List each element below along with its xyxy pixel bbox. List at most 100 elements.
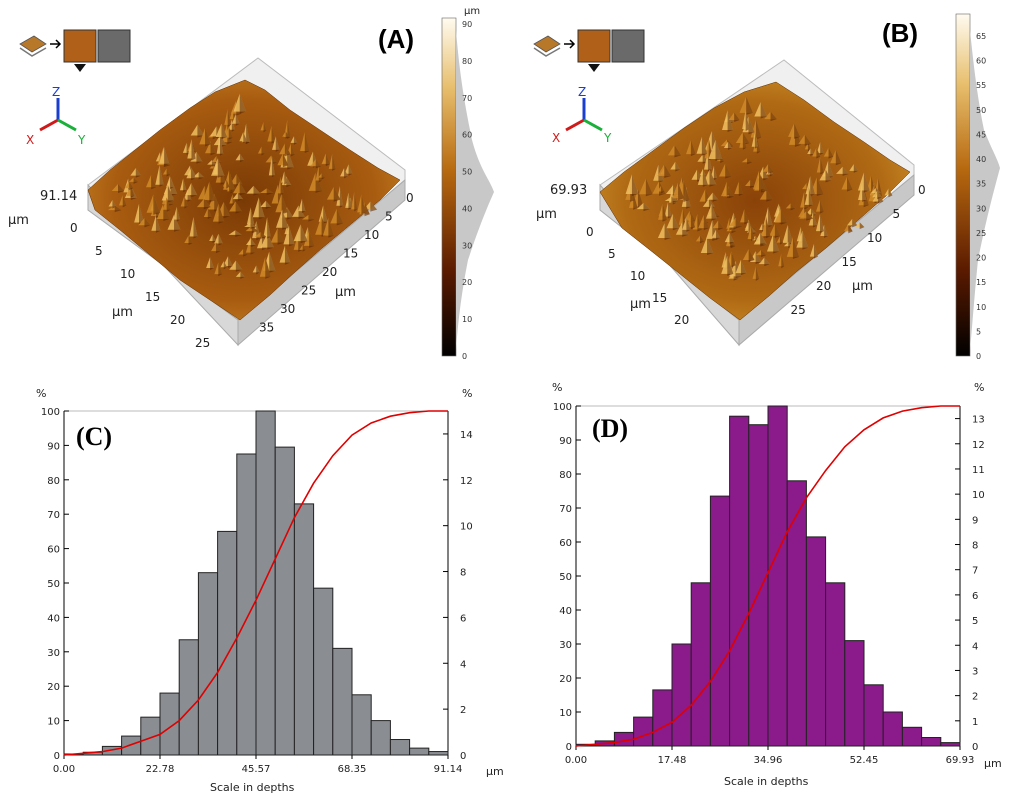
surface-peak-shade bbox=[725, 163, 732, 179]
view-thumbnails[interactable] bbox=[533, 29, 645, 72]
surface-peak-shade bbox=[285, 131, 290, 139]
surface-peak-shade bbox=[267, 217, 271, 239]
surface-peak-shade bbox=[210, 257, 215, 271]
axis-tick-label: 15 bbox=[145, 290, 160, 304]
axis-x-label: X bbox=[26, 133, 34, 147]
chart-c-left-unit: % bbox=[36, 387, 46, 400]
surface-peak-shade bbox=[138, 203, 144, 225]
right-tick-label: 11 bbox=[972, 465, 985, 476]
surface-peak-shade bbox=[290, 143, 295, 157]
panel-a-label: (A) bbox=[378, 24, 414, 54]
colorbar-tick-label: 25 bbox=[976, 229, 986, 238]
surface-peak-shade bbox=[236, 174, 243, 187]
histogram-bar bbox=[940, 742, 961, 747]
surface-peak-shade bbox=[720, 152, 725, 164]
right-tick-label: 8 bbox=[460, 568, 466, 579]
surface-peak-shade bbox=[164, 147, 170, 166]
surface-peak-shade bbox=[728, 186, 735, 199]
left-tick-label: 90 bbox=[47, 441, 60, 452]
axis-triad: Z X Y bbox=[26, 85, 86, 147]
surface-peak-shade bbox=[766, 188, 773, 202]
surface-peak-shade bbox=[702, 168, 708, 187]
surface-peak-shade bbox=[745, 109, 750, 131]
surface-peak-shade bbox=[768, 164, 774, 174]
surface-peak-shade bbox=[816, 177, 824, 197]
surface-peak-shade bbox=[221, 123, 228, 140]
surface-peak-shade bbox=[288, 225, 295, 247]
histogram-bar bbox=[690, 582, 711, 747]
panel-b-surface-peaks bbox=[625, 96, 893, 281]
x-tick-label: 69.93 bbox=[946, 755, 975, 766]
surface-peak-shade bbox=[281, 193, 288, 215]
colorbar-tick-label: 10 bbox=[976, 303, 986, 312]
surface-peak-shade bbox=[348, 164, 353, 176]
surface-peak-shade bbox=[825, 169, 832, 183]
surface-peak-shade bbox=[751, 225, 755, 242]
axis-y-label: Y bbox=[77, 133, 86, 147]
surface-peak-shade bbox=[226, 179, 230, 189]
axis-y-label: Y bbox=[603, 131, 612, 145]
left-tick-label: 80 bbox=[559, 470, 572, 481]
view-thumbnails[interactable] bbox=[19, 29, 131, 72]
surface-peak-shade bbox=[755, 265, 760, 281]
surface-peak-shade bbox=[683, 180, 690, 203]
histogram-bar bbox=[351, 694, 372, 756]
axis-tick-label: 10 bbox=[120, 267, 135, 281]
surface-peak-shade bbox=[153, 194, 161, 215]
surface-peak-shade bbox=[217, 158, 225, 178]
surface-peak-shade bbox=[716, 229, 721, 240]
axis-tick-label: 35 bbox=[259, 321, 274, 335]
surface-peak-shade bbox=[790, 203, 796, 211]
surface-peak-shade bbox=[203, 198, 211, 210]
histogram-bar bbox=[332, 647, 353, 756]
panel-b-label: (B) bbox=[882, 18, 918, 48]
left-tick-label: 30 bbox=[559, 640, 572, 651]
panel-b-height-label: 69.93 bbox=[550, 183, 587, 198]
right-tick-label: 10 bbox=[972, 490, 985, 501]
surface-peak-shade bbox=[159, 165, 164, 187]
x-tick-label: 17.48 bbox=[658, 755, 687, 766]
axis-z-label: Z bbox=[578, 85, 586, 99]
surface-peak-shade bbox=[260, 232, 267, 239]
surface-peak-shade bbox=[243, 132, 248, 144]
panel-a-unit-left: µm bbox=[112, 305, 133, 320]
right-tick-label: 0 bbox=[972, 742, 978, 753]
surface-peak-shade bbox=[738, 181, 744, 196]
histogram-bar bbox=[178, 639, 199, 756]
surface-peak-shade bbox=[820, 156, 824, 175]
panel-a-height-label: 91.14 bbox=[40, 189, 77, 204]
surface-peak-shade bbox=[212, 234, 216, 243]
colorbar-tick-label: 0 bbox=[462, 352, 467, 361]
chart-d-xlabel: Scale in depths bbox=[724, 775, 809, 788]
histogram-bar bbox=[767, 405, 788, 747]
surface-peak-shade bbox=[631, 174, 639, 196]
histogram-bar bbox=[748, 424, 769, 747]
surface-peak-shade bbox=[729, 232, 735, 245]
surface-peak-shade bbox=[176, 206, 181, 222]
surface-peak-shade bbox=[193, 216, 198, 239]
surface-peak-shade bbox=[674, 145, 682, 158]
x-tick-label: 0.00 bbox=[565, 755, 587, 766]
surface-peak-shade bbox=[151, 174, 157, 190]
histogram-bar bbox=[121, 735, 142, 756]
surface-peak-shade bbox=[235, 114, 240, 126]
surface-peak-shade bbox=[229, 170, 235, 192]
surface-peak-shade bbox=[746, 96, 753, 115]
histogram-bar bbox=[882, 711, 903, 747]
surface-peak-shade bbox=[813, 243, 818, 259]
surface-peak-shade bbox=[114, 205, 122, 213]
left-tick-label: 20 bbox=[559, 674, 572, 685]
axis-z-label: Z bbox=[52, 85, 60, 99]
surface-peak-shade bbox=[315, 159, 322, 169]
left-tick-label: 100 bbox=[41, 407, 60, 418]
surface-peak-shade bbox=[280, 176, 284, 196]
colorbar-tick-label: 40 bbox=[462, 204, 472, 213]
surface-peak-shade bbox=[806, 211, 814, 221]
surface-peak-shade bbox=[727, 110, 734, 132]
surface-peak-shade bbox=[701, 136, 708, 156]
surface-peak-shade bbox=[804, 134, 812, 146]
surface-peak-shade bbox=[284, 171, 288, 185]
surface-peak-shade bbox=[711, 203, 718, 221]
surface-peak-shade bbox=[277, 228, 285, 245]
surface-peak-shade bbox=[664, 223, 672, 240]
